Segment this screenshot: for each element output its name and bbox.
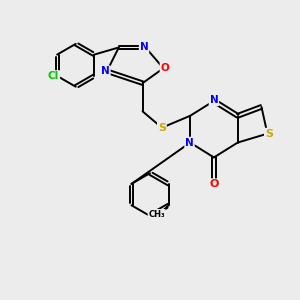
- Text: N: N: [209, 95, 218, 105]
- Text: O: O: [160, 63, 169, 73]
- Text: CH₃: CH₃: [148, 210, 165, 219]
- Text: N: N: [101, 66, 110, 76]
- Text: O: O: [209, 179, 219, 189]
- Text: S: S: [265, 129, 273, 139]
- Text: N: N: [140, 43, 148, 52]
- Text: N: N: [185, 138, 194, 148]
- Text: Cl: Cl: [48, 71, 59, 81]
- Text: S: S: [158, 123, 166, 133]
